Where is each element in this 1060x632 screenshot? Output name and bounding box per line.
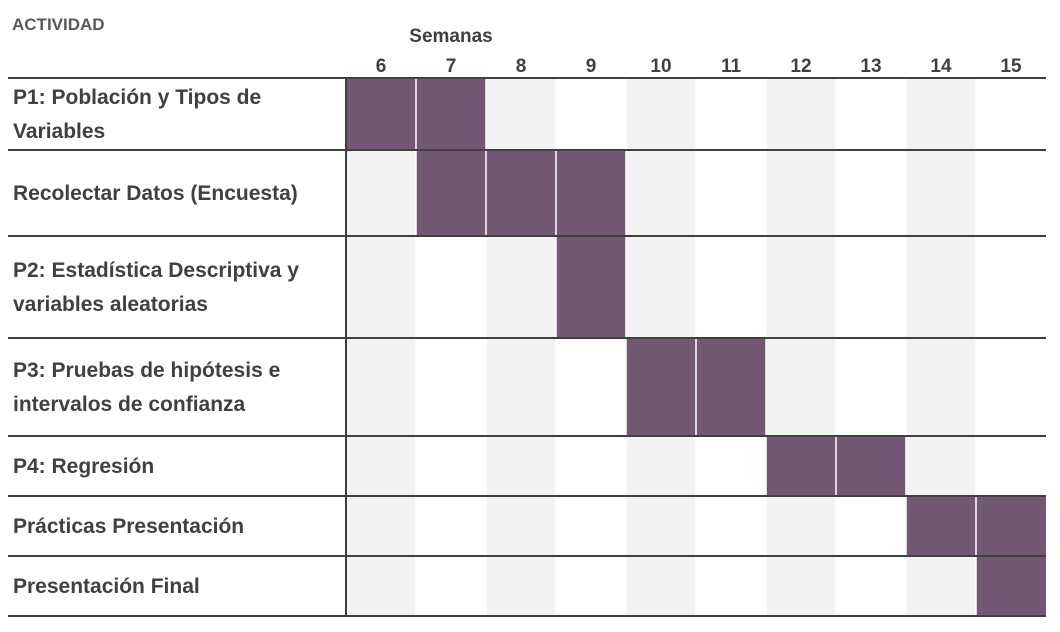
task-bar-3 bbox=[556, 236, 626, 338]
week-label-8: 8 bbox=[516, 56, 527, 77]
week-label-6: 6 bbox=[376, 56, 387, 77]
task-bar-2 bbox=[416, 150, 626, 236]
week-label-12: 12 bbox=[790, 56, 811, 77]
task-bar-7 bbox=[976, 556, 1046, 616]
weeks-header: Semanas bbox=[409, 26, 492, 47]
task-label-2-line-1: Recolectar Datos (Encuesta) bbox=[13, 182, 298, 205]
task-label-6-line-1: Prácticas Presentación bbox=[13, 515, 244, 538]
week-label-13: 13 bbox=[860, 56, 881, 77]
week-band-6 bbox=[346, 78, 416, 616]
task-label-3-line-1: P2: Estadística Descriptiva y bbox=[13, 259, 299, 282]
task-label-4-line-1: P3: Pruebas de hipótesis e bbox=[13, 359, 280, 382]
week-label-7: 7 bbox=[446, 56, 457, 77]
week-label-11: 11 bbox=[721, 56, 742, 77]
activity-header: ACTIVIDAD bbox=[12, 15, 105, 34]
week-label-14: 14 bbox=[930, 56, 952, 77]
task-label-4-line-2: intervalos de confianza bbox=[13, 393, 246, 416]
week-label-10: 10 bbox=[650, 56, 671, 77]
task-label-7-line-1: Presentación Final bbox=[13, 575, 200, 598]
week-labels: 6 7 8 9 10 11 12 13 14 15 bbox=[376, 56, 1022, 77]
week-label-9: 9 bbox=[586, 56, 597, 77]
task-label-1-line-1: P1: Población y Tipos de bbox=[13, 86, 261, 109]
task-label-3-line-2: variables aleatorias bbox=[13, 293, 208, 316]
week-band-12 bbox=[766, 78, 836, 616]
task-labels: P1: Población y Tipos de Variables Recolec… bbox=[13, 86, 299, 598]
task-label-5-line-1: P4: Regresión bbox=[13, 455, 154, 478]
week-label-15: 15 bbox=[1000, 56, 1022, 77]
grid-lines bbox=[8, 77, 1046, 617]
task-label-1-line-2: Variables bbox=[13, 120, 105, 143]
